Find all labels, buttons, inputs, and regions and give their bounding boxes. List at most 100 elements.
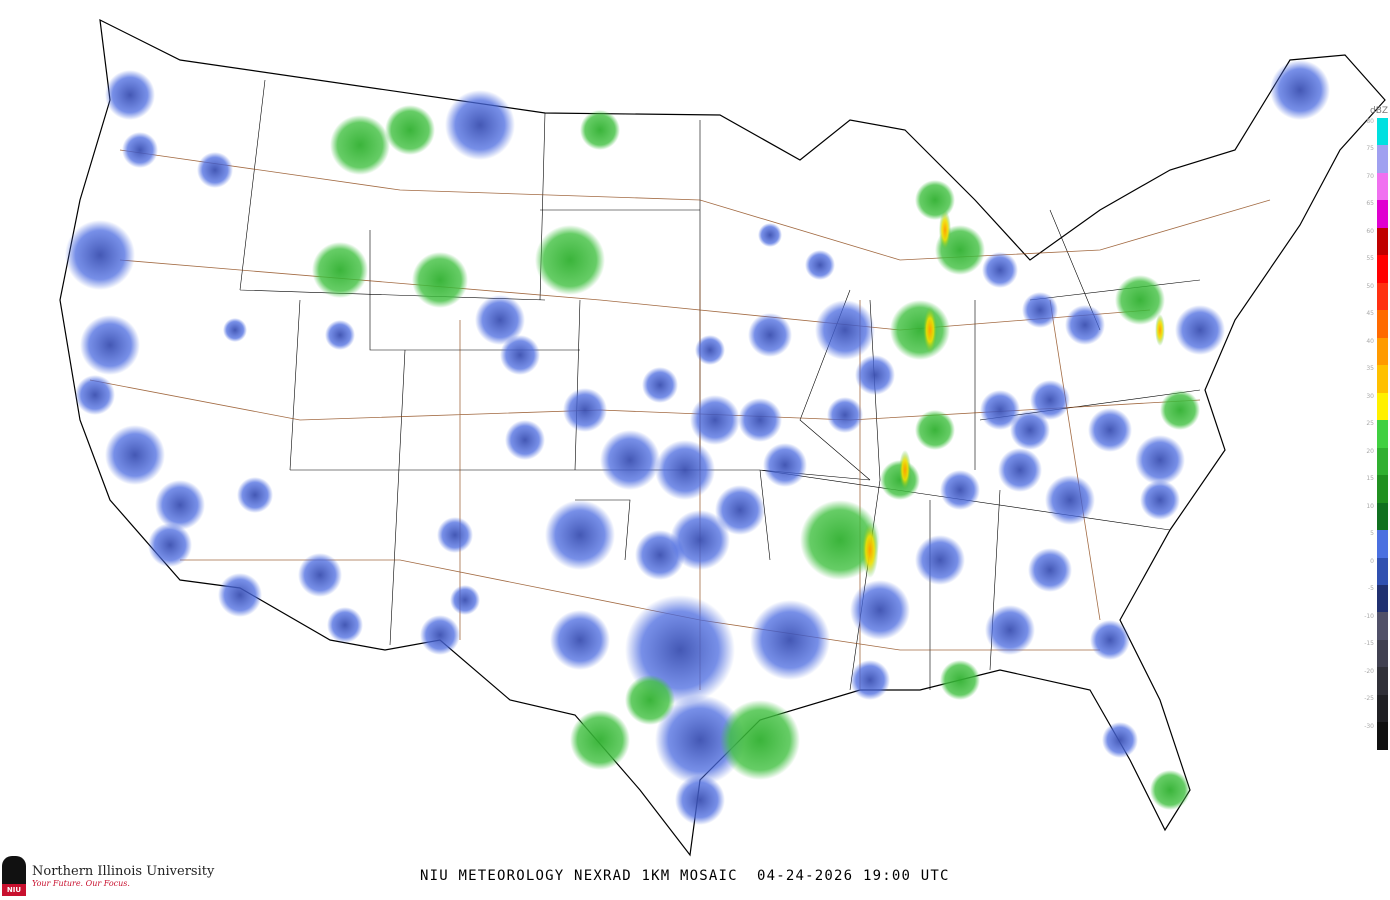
radar-echo <box>155 480 205 530</box>
logo-tagline: Your Future. Our Focus. <box>32 879 130 888</box>
radar-echo <box>695 335 725 365</box>
legend-label: 45 <box>1366 310 1374 318</box>
legend-label: 20 <box>1366 447 1374 455</box>
legend-color-bar <box>1377 118 1388 750</box>
radar-echo <box>800 500 880 580</box>
dbz-color-legend: dBZ 80 75 70 65 60 55 50 45 40 35 30 25 20 15 10 5 0 -5 -1… <box>1360 106 1390 752</box>
radar-echo <box>223 318 247 342</box>
radar-echo <box>915 180 955 220</box>
radar-echo <box>715 485 765 535</box>
legend-label: 15 <box>1366 475 1374 483</box>
radar-echo <box>1115 275 1165 325</box>
radar-echo <box>998 448 1042 492</box>
radar-echo <box>1135 435 1185 485</box>
radar-echo <box>1088 408 1132 452</box>
radar-echo <box>1270 60 1330 120</box>
radar-echo <box>437 517 473 553</box>
radar-echo <box>450 585 480 615</box>
legend-label: -30 <box>1364 722 1374 730</box>
legend-swatch <box>1377 420 1388 448</box>
radar-echo <box>625 675 675 725</box>
radar-echo <box>1140 480 1180 520</box>
radar-echo <box>655 695 745 785</box>
radar-echo <box>850 580 910 640</box>
radar-echo <box>327 607 363 643</box>
radar-echo <box>535 225 605 295</box>
radar-echoes <box>65 60 1330 825</box>
radar-echo <box>1175 305 1225 355</box>
radar-echo <box>445 90 515 160</box>
legend-unit: dBZ <box>1370 106 1389 116</box>
radar-echo <box>855 355 895 395</box>
legend-swatch <box>1377 145 1388 173</box>
radar-echo <box>550 610 610 670</box>
radar-echo <box>748 313 792 357</box>
legend-label: -25 <box>1364 695 1374 703</box>
radar-echo <box>325 320 355 350</box>
radar-echo <box>985 605 1035 655</box>
legend-label: 0 <box>1370 557 1374 565</box>
radar-echo <box>738 398 782 442</box>
radar-echo <box>75 375 115 415</box>
legend-swatch <box>1377 612 1388 640</box>
logo-name: Northern Illinois University <box>32 864 215 879</box>
legend-swatch <box>1377 392 1388 421</box>
radar-echo <box>570 710 630 770</box>
legend-label: -20 <box>1364 667 1374 675</box>
legend-label: 5 <box>1370 530 1374 538</box>
radar-echo <box>940 470 980 510</box>
radar-echo <box>105 425 165 485</box>
radar-echo <box>1028 548 1072 592</box>
legend-swatch <box>1377 365 1388 393</box>
radar-echo <box>827 397 863 433</box>
radar-echo <box>600 430 660 490</box>
legend-swatch <box>1377 530 1388 558</box>
radar-echo-intense <box>1155 314 1165 346</box>
radar-echo <box>1102 722 1138 758</box>
radar-echo <box>670 510 730 570</box>
radar-echo <box>940 660 980 700</box>
caption-time: 19:00 UTC <box>862 868 950 884</box>
radar-echo <box>218 573 262 617</box>
radar-echo <box>105 70 155 120</box>
legend-swatch <box>1377 584 1388 613</box>
radar-echo <box>982 252 1018 288</box>
caption-date: 04-24-2026 <box>757 868 854 884</box>
legend-swatch <box>1377 282 1388 311</box>
radar-echo <box>915 535 965 585</box>
radar-echo <box>1022 292 1058 328</box>
legend-swatch <box>1377 255 1388 283</box>
radar-echo <box>505 420 545 460</box>
legend-label: 80 <box>1366 118 1374 125</box>
legend-swatch <box>1377 447 1388 476</box>
legend-swatch <box>1377 310 1388 338</box>
radar-echo <box>720 700 800 780</box>
radar-echo-intense <box>922 306 938 354</box>
radar-echo <box>563 388 607 432</box>
radar-echo <box>330 115 390 175</box>
legend-swatch <box>1377 172 1388 201</box>
legend-label: 55 <box>1366 255 1374 263</box>
niu-logo-icon: NIU <box>2 856 26 896</box>
radar-echo <box>805 250 835 280</box>
radar-echo <box>915 410 955 450</box>
radar-echo-intense <box>899 450 911 490</box>
caption-title: NIU METEOROLOGY NEXRAD 1KM MOSAIC <box>420 868 738 884</box>
radar-echo <box>763 443 807 487</box>
radar-echo <box>312 242 368 298</box>
radar-echo <box>1150 770 1190 810</box>
radar-echo <box>385 105 435 155</box>
radar-echo <box>475 295 525 345</box>
radar-echo <box>1010 410 1050 450</box>
radar-echo <box>237 477 273 513</box>
radar-echo <box>80 315 140 375</box>
radar-echo-intense <box>939 210 951 250</box>
radar-echo <box>690 395 740 445</box>
legend-label: 50 <box>1366 282 1374 290</box>
legend-label: 70 <box>1366 172 1374 180</box>
radar-echo <box>758 223 782 247</box>
legend-label: 60 <box>1366 227 1374 235</box>
radar-echo <box>850 660 890 700</box>
